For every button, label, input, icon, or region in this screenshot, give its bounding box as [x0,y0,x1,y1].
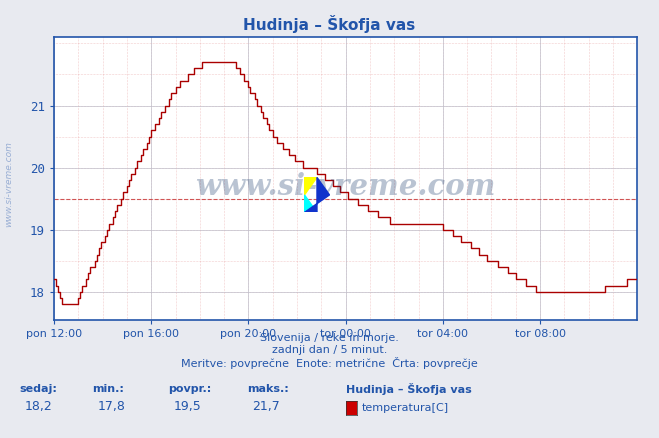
Text: Slovenija / reke in morje.: Slovenija / reke in morje. [260,333,399,343]
Text: temperatura[C]: temperatura[C] [362,403,449,413]
Text: www.si-vreme.com: www.si-vreme.com [196,173,496,201]
Text: min.:: min.: [92,384,124,394]
Text: Hudinja – Škofja vas: Hudinja – Škofja vas [243,15,416,33]
Text: 19,5: 19,5 [173,400,201,413]
Text: 18,2: 18,2 [25,400,53,413]
Text: zadnji dan / 5 minut.: zadnji dan / 5 minut. [272,346,387,355]
Text: Meritve: povprečne  Enote: metrične  Črta: povprečje: Meritve: povprečne Enote: metrične Črta:… [181,357,478,369]
Text: www.si-vreme.com: www.si-vreme.com [4,141,13,227]
Text: maks.:: maks.: [247,384,289,394]
Text: sedaj:: sedaj: [20,384,57,394]
Text: Hudinja – Škofja vas: Hudinja – Škofja vas [346,383,472,395]
Polygon shape [304,177,330,212]
Polygon shape [304,177,317,195]
Polygon shape [304,195,317,212]
Text: 21,7: 21,7 [252,400,280,413]
Text: 17,8: 17,8 [98,400,125,413]
Text: povpr.:: povpr.: [168,384,212,394]
